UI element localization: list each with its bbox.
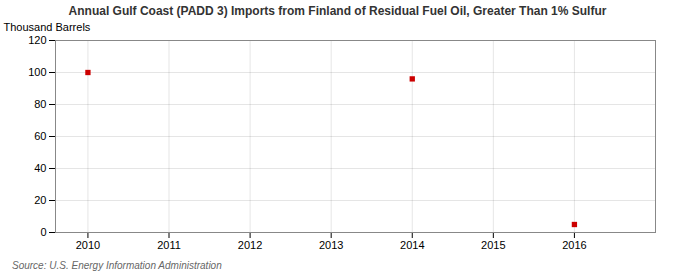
svg-text:Thousand Barrels: Thousand Barrels <box>4 22 91 34</box>
svg-text:20: 20 <box>34 194 46 206</box>
svg-text:40: 40 <box>34 162 46 174</box>
svg-text:2010: 2010 <box>76 240 100 252</box>
html-text:Source: U.S. Energy Informatio: Source: U.S. Energy Information Administ… <box>12 260 222 272</box>
svg-text:80: 80 <box>34 98 46 110</box>
svg-text:2014: 2014 <box>400 240 424 252</box>
svg-text:2013: 2013 <box>319 240 343 252</box>
svg-text:0: 0 <box>40 226 46 238</box>
html-text:Annual Gulf Coast (PADD 3) Imp: Annual Gulf Coast (PADD 3) Imports from … <box>68 4 607 18</box>
svg-text:2016: 2016 <box>562 240 586 252</box>
svg-text:2015: 2015 <box>481 240 505 252</box>
svg-text:2011: 2011 <box>157 240 181 252</box>
svg-text:120: 120 <box>28 34 46 46</box>
svg-text:100: 100 <box>28 66 46 78</box>
svg-text:2012: 2012 <box>238 240 262 252</box>
svg-text:60: 60 <box>34 130 46 142</box>
